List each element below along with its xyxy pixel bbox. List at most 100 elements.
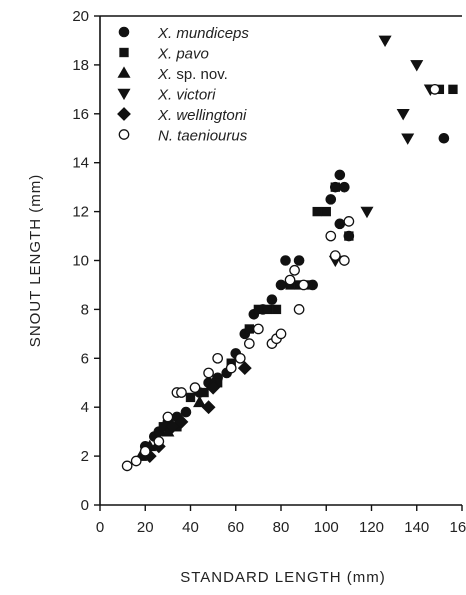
x-tick-label: 40 <box>182 519 199 536</box>
x-tick-label: 160 <box>449 519 466 536</box>
data-point <box>212 352 223 364</box>
data-point <box>339 181 350 193</box>
data-point <box>174 414 189 429</box>
data-point <box>180 406 192 418</box>
legend-item: X. wellingtoni <box>117 107 247 124</box>
data-point <box>289 264 300 276</box>
legend-item: X. mundiceps <box>118 25 249 42</box>
y-tick-label: 20 <box>72 8 89 25</box>
x-tick-label: 80 <box>273 519 290 536</box>
data-point <box>201 400 216 415</box>
data-point <box>262 304 273 315</box>
series-5 <box>121 84 441 472</box>
data-point <box>448 84 458 95</box>
legend-label-part: X. wellingtoni <box>157 107 247 124</box>
y-axis-label: SNOUT LENGTH (mm) <box>27 174 44 347</box>
x-tick-label: 20 <box>137 519 154 536</box>
data-point <box>343 216 355 227</box>
x-tick-label: 60 <box>227 519 244 536</box>
data-point <box>438 132 450 144</box>
data-point <box>329 250 341 261</box>
legend-marker <box>117 66 131 78</box>
data-point <box>199 387 209 398</box>
data-point <box>121 460 133 472</box>
legend-label: X. pavo <box>157 46 209 63</box>
data-point <box>344 231 354 241</box>
data-point <box>253 323 264 335</box>
data-point <box>429 84 441 95</box>
x-axis-label: STANDARD LENGTH (mm) <box>180 569 386 586</box>
data-point <box>275 328 287 340</box>
y-tick-label: 18 <box>72 57 89 74</box>
data-point <box>193 395 207 408</box>
legend-label-part: N. taeniourus <box>158 128 248 145</box>
data-points <box>121 35 458 472</box>
data-point <box>378 35 392 48</box>
data-point <box>293 255 305 266</box>
data-point <box>237 361 252 376</box>
series-0 <box>139 132 450 452</box>
data-point <box>410 60 424 72</box>
data-point <box>360 206 374 219</box>
data-point <box>139 445 151 457</box>
data-point <box>325 230 337 242</box>
data-point <box>396 109 410 121</box>
y-tick-label: 14 <box>72 155 89 172</box>
legend-label: X. victori <box>157 87 216 104</box>
data-point <box>165 419 180 434</box>
y-tick-label: 10 <box>72 253 89 270</box>
data-point <box>330 182 340 192</box>
data-point <box>253 304 264 315</box>
data-point <box>234 352 246 364</box>
x-tick-label: 140 <box>404 519 429 536</box>
y-tick-label: 0 <box>81 497 89 514</box>
legend-item: X. sp. nov. <box>117 66 228 83</box>
x-tick-label: 100 <box>314 519 339 536</box>
legend-marker <box>117 88 131 101</box>
legend-label-part: X. pavo <box>157 46 209 63</box>
data-point <box>153 436 165 447</box>
data-point <box>280 255 291 266</box>
data-point <box>176 387 187 398</box>
data-point <box>206 380 221 395</box>
legend-label-part: sp. nov. <box>176 66 227 83</box>
legend-marker <box>118 129 130 140</box>
data-point <box>243 338 255 349</box>
y-tick-label: 12 <box>72 204 89 221</box>
data-point <box>162 411 174 423</box>
legend-label: X. mundiceps <box>157 25 249 42</box>
data-point <box>312 206 322 217</box>
y-tick-label: 8 <box>81 301 89 318</box>
data-point <box>338 255 350 266</box>
data-point <box>130 455 142 467</box>
x-tick-label: 0 <box>96 519 104 536</box>
y-tick-label: 4 <box>81 399 89 416</box>
legend-label: X. wellingtoni <box>157 107 247 124</box>
data-point <box>321 206 331 217</box>
data-point <box>185 392 196 403</box>
y-tick-label: 6 <box>81 350 89 367</box>
legend-label: N. taeniourus <box>158 128 248 145</box>
data-point <box>203 367 214 379</box>
legend-marker <box>118 26 130 38</box>
data-point <box>275 279 287 291</box>
legend-marker <box>117 107 131 121</box>
data-point <box>334 169 346 181</box>
legend-label-part: X. victori <box>157 87 216 104</box>
data-point <box>293 304 305 315</box>
data-point <box>298 279 309 291</box>
y-tick-label: 2 <box>81 448 89 465</box>
data-point <box>225 362 237 374</box>
data-point <box>271 304 282 315</box>
data-point <box>244 324 254 334</box>
data-point <box>189 382 201 393</box>
legend-label-part: X. <box>157 66 176 83</box>
legend-label-part: X. mundiceps <box>157 25 249 42</box>
data-point <box>284 274 296 286</box>
legend-marker <box>119 47 129 58</box>
series-4 <box>142 361 252 464</box>
legend: X. mundiceps X. pavo X. sp. nov. X. victori… <box>117 25 249 145</box>
x-tick-label: 120 <box>359 519 384 536</box>
x-axis-ticks: 0 20 40 60 80 100 120 140 160 <box>96 505 466 536</box>
